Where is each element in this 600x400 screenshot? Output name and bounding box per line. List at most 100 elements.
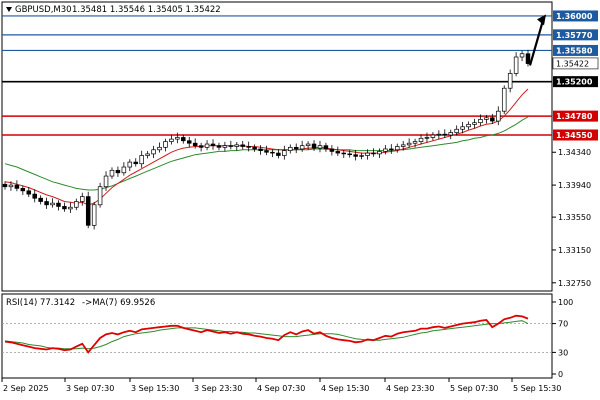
candle[interactable]: [139, 150, 144, 168]
candle[interactable]: [85, 191, 91, 229]
candle[interactable]: [121, 162, 127, 176]
candle[interactable]: [282, 145, 287, 160]
candle[interactable]: [323, 142, 329, 152]
candle[interactable]: [2, 181, 8, 190]
candle[interactable]: [335, 146, 341, 156]
candle[interactable]: [389, 144, 394, 154]
candle[interactable]: [246, 141, 251, 152]
candle[interactable]: [383, 145, 388, 155]
price-tick-label: 1.32750: [558, 279, 591, 288]
candle[interactable]: [198, 142, 204, 152]
candle[interactable]: [222, 141, 228, 152]
candle[interactable]: [186, 136, 192, 148]
candle[interactable]: [91, 201, 97, 230]
candle[interactable]: [299, 140, 305, 152]
candle[interactable]: [240, 140, 245, 150]
candle[interactable]: [20, 185, 26, 195]
candle[interactable]: [490, 113, 495, 124]
candle[interactable]: [466, 121, 471, 130]
candle[interactable]: [454, 125, 459, 136]
candle[interactable]: [418, 134, 424, 145]
level-price-label: 1.35200: [556, 78, 593, 87]
candle[interactable]: [371, 148, 376, 157]
candle[interactable]: [400, 140, 406, 151]
candle[interactable]: [175, 132, 180, 144]
candle[interactable]: [460, 121, 465, 134]
candle[interactable]: [204, 140, 210, 151]
candle[interactable]: [115, 166, 121, 177]
candle[interactable]: [133, 158, 139, 167]
candle[interactable]: [448, 129, 453, 140]
candle[interactable]: [32, 189, 37, 203]
candle[interactable]: [127, 159, 133, 172]
candle[interactable]: [258, 145, 263, 155]
candle[interactable]: [26, 186, 32, 197]
candle[interactable]: [97, 182, 103, 208]
candle[interactable]: [145, 151, 150, 159]
candle[interactable]: [157, 142, 162, 153]
candle[interactable]: [56, 200, 61, 211]
candle[interactable]: [501, 85, 507, 115]
candle[interactable]: [311, 140, 317, 152]
candle[interactable]: [484, 114, 489, 124]
candle[interactable]: [234, 141, 240, 151]
candle[interactable]: [228, 140, 234, 150]
candle[interactable]: [519, 50, 525, 62]
candle[interactable]: [14, 180, 20, 192]
time-tick-label: 4 Sep 23:30: [386, 384, 434, 393]
candle[interactable]: [394, 143, 400, 153]
time-axis: 2 Sep 2025 3 Sep 07:30 3 Sep 15:30 3 Sep 23…: [1, 378, 561, 393]
candle[interactable]: [478, 114, 483, 126]
candle[interactable]: [305, 141, 311, 150]
candle-body-bull: [478, 119, 483, 124]
candle[interactable]: [525, 49, 531, 67]
candle[interactable]: [163, 138, 168, 152]
candle[interactable]: [377, 148, 382, 158]
rsi-ma-label: ->MA(7) 69.9526: [82, 298, 155, 308]
candle[interactable]: [103, 171, 109, 191]
candle[interactable]: [293, 143, 299, 154]
candle[interactable]: [406, 138, 412, 148]
candle[interactable]: [513, 52, 519, 77]
candle[interactable]: [276, 149, 281, 159]
candle[interactable]: [424, 132, 430, 143]
candle[interactable]: [329, 145, 335, 156]
candle[interactable]: [359, 152, 364, 160]
candle[interactable]: [62, 202, 67, 212]
candle[interactable]: [109, 167, 115, 179]
candle-body-bull: [501, 87, 507, 112]
candle[interactable]: [507, 69, 513, 93]
current-price-tag: [552, 57, 599, 70]
candle[interactable]: [430, 132, 436, 141]
candle[interactable]: [44, 197, 49, 209]
candle[interactable]: [288, 144, 293, 154]
candle[interactable]: [496, 106, 501, 126]
candle[interactable]: [436, 130, 442, 140]
candle[interactable]: [472, 118, 477, 129]
candle[interactable]: [68, 202, 73, 214]
candle[interactable]: [347, 150, 352, 158]
candle[interactable]: [353, 149, 358, 161]
candle[interactable]: [8, 181, 14, 191]
candle[interactable]: [317, 140, 323, 153]
candle[interactable]: [38, 195, 43, 205]
candle-body-bear: [276, 152, 281, 156]
candle[interactable]: [252, 144, 257, 152]
candle[interactable]: [169, 135, 174, 145]
candle[interactable]: [264, 145, 269, 156]
candle[interactable]: [192, 138, 198, 149]
candle[interactable]: [412, 138, 418, 148]
candle[interactable]: [181, 134, 186, 144]
candle[interactable]: [216, 142, 222, 151]
candle[interactable]: [270, 149, 275, 158]
candle[interactable]: [151, 145, 156, 158]
candle[interactable]: [50, 198, 55, 208]
candle[interactable]: [74, 198, 79, 211]
candle[interactable]: [365, 149, 370, 160]
triangle-down-icon[interactable]: [6, 7, 12, 12]
candle[interactable]: [442, 129, 448, 138]
candle[interactable]: [80, 192, 85, 206]
candle[interactable]: [210, 139, 216, 150]
candle[interactable]: [341, 150, 347, 158]
